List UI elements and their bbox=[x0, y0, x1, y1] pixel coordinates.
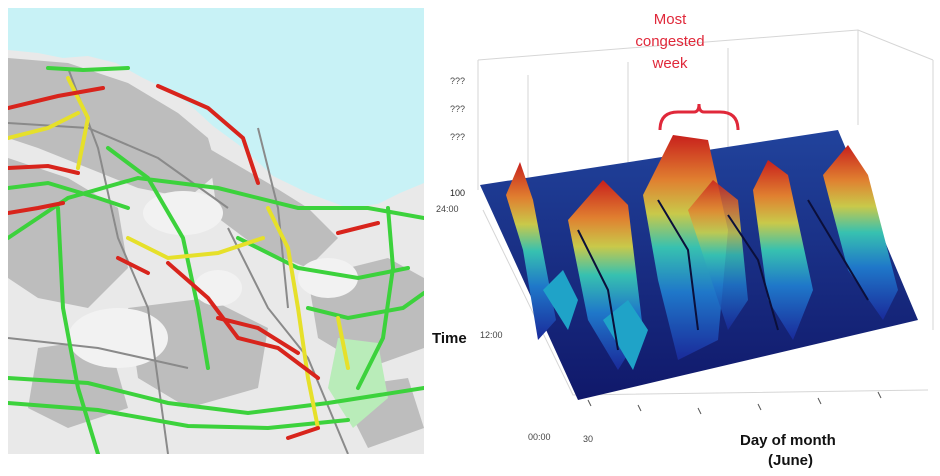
surface-shadows bbox=[577, 199, 869, 351]
z-tick-3: ??? bbox=[450, 132, 466, 142]
congested-week-bracket bbox=[658, 103, 740, 131]
annotation-line-1: Most bbox=[653, 11, 687, 28]
y-tick-1200: 12:00 bbox=[480, 330, 503, 340]
y-tick-0000: 00:00 bbox=[528, 432, 551, 442]
x-tick-first: 30 bbox=[583, 434, 594, 444]
sea-area bbox=[8, 8, 424, 208]
x-axis-ticks bbox=[587, 391, 882, 415]
traffic-congestion-map bbox=[8, 8, 424, 454]
z-tick-2: ??? bbox=[450, 104, 466, 114]
congestion-surface-plot: Most congested week ??? ??? ??? 100 24:0… bbox=[428, 0, 940, 476]
x-axis-unit: (June) bbox=[768, 452, 813, 469]
free-flow-roads bbox=[8, 66, 424, 454]
y-axis-title: Time bbox=[432, 330, 467, 347]
annotation-line-2: congested bbox=[635, 33, 705, 50]
x-axis-title: Day of month bbox=[740, 432, 836, 449]
y-tick-2400: 24:00 bbox=[436, 204, 459, 214]
map-canvas bbox=[8, 8, 424, 454]
z-tick-4: 100 bbox=[450, 188, 466, 198]
congested-roads bbox=[8, 84, 380, 440]
z-tick-1: ??? bbox=[450, 76, 466, 86]
annotation-line-3: week bbox=[652, 55, 688, 72]
plot-box bbox=[477, 29, 934, 396]
surface-plot-canvas bbox=[477, 29, 934, 415]
